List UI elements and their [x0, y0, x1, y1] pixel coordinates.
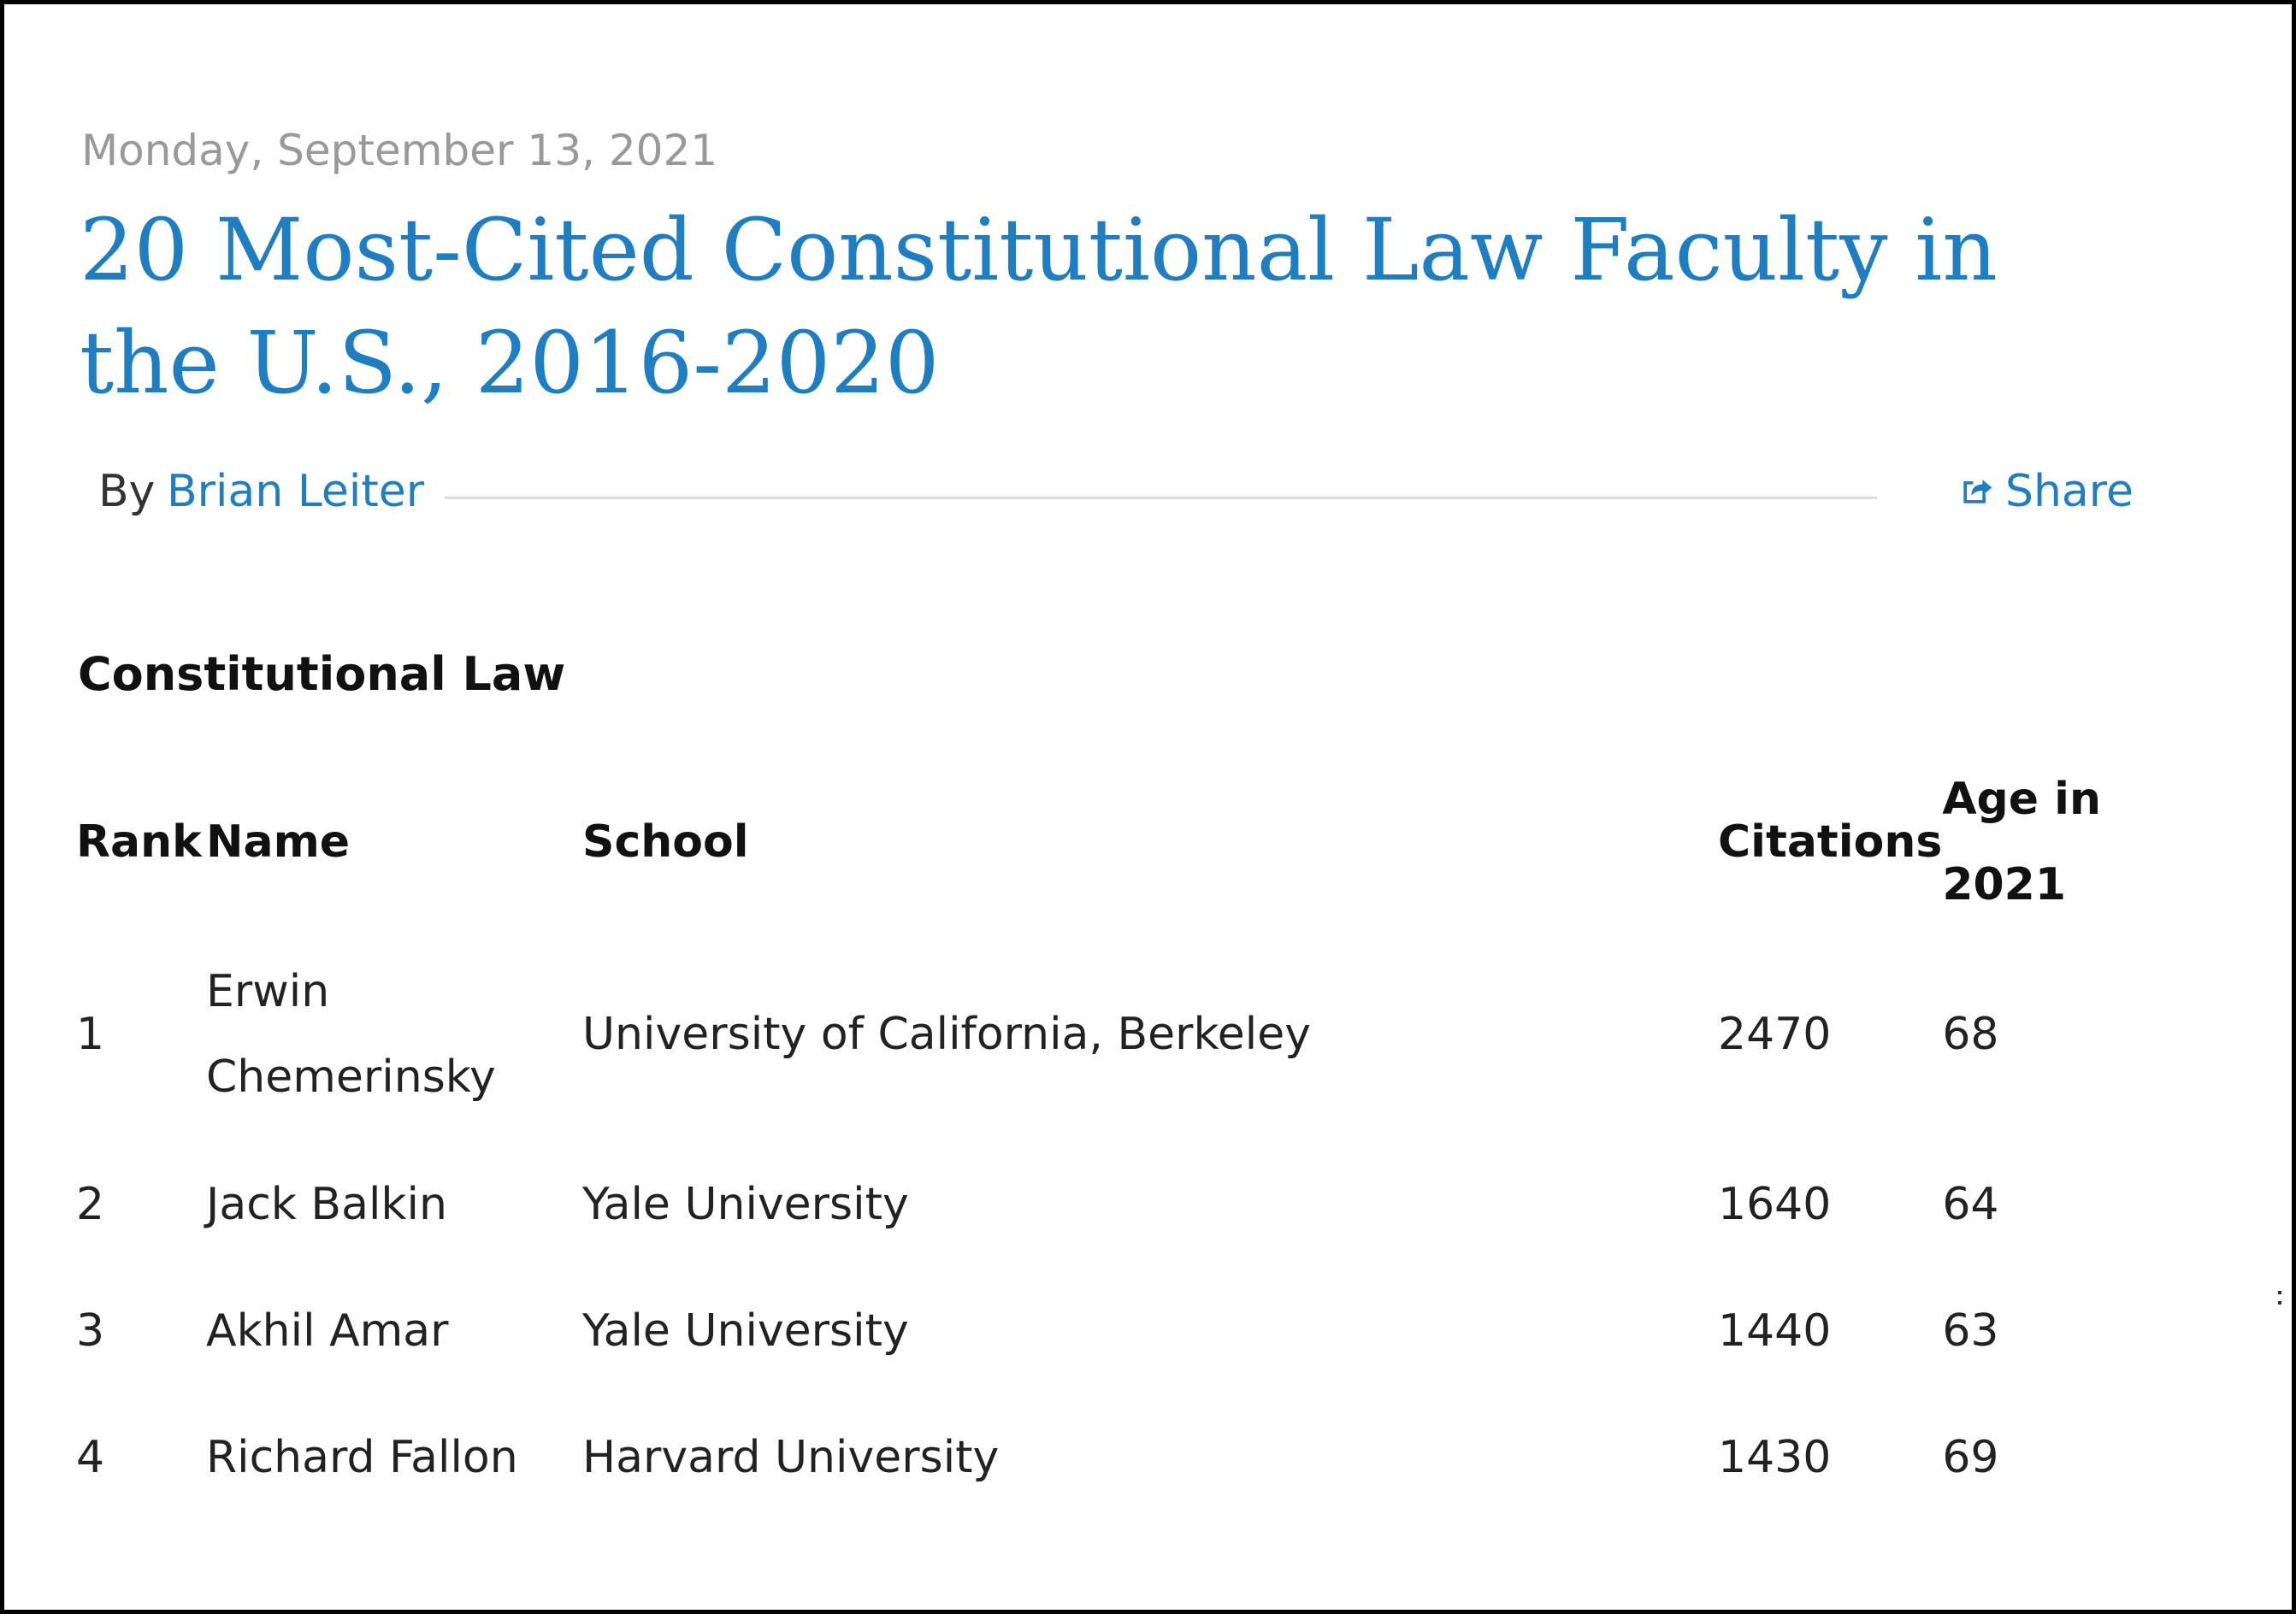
cell-citations: 1430	[1718, 1432, 1832, 1483]
byline-by-label: By	[98, 466, 156, 517]
cell-rank: 2	[76, 1179, 105, 1230]
cell-citations: 1640	[1718, 1179, 1832, 1230]
cell-age: 68	[1942, 1009, 1999, 1060]
table-header-row: Rank Name School Citations Age in 2021	[76, 757, 2164, 928]
share-icon	[1963, 480, 1992, 504]
cell-age: 64	[1942, 1179, 1999, 1230]
cell-school: Harvard University	[582, 1432, 1000, 1483]
citation-table: Rank Name School Citations Age in 2021 1…	[76, 757, 2164, 1521]
cell-name: Jack Balkin	[206, 1179, 447, 1230]
author-link[interactable]: Brian Leiter	[167, 466, 425, 517]
header-name: Name	[206, 816, 351, 868]
table-row: 1 Erwin Chemerinsky University of Califo…	[76, 928, 2164, 1141]
edge-mark-dot	[2278, 1291, 2281, 1294]
cell-name: Akhil Amar	[206, 1305, 449, 1357]
cell-citations: 2470	[1718, 1009, 1832, 1060]
cell-school: University of California, Berkeley	[582, 1009, 1311, 1060]
header-age-label: Age in 2021	[1942, 774, 2101, 910]
table-row: 4 Richard Fallon Harvard University 1430…	[76, 1394, 2164, 1521]
header-school: School	[582, 816, 749, 868]
cell-citations: 1440	[1718, 1305, 1832, 1357]
share-label: Share	[2004, 466, 2134, 517]
cell-name: Erwin Chemerinsky	[206, 928, 582, 1141]
table-row: 2 Jack Balkin Yale University 1640 64	[76, 1141, 2164, 1268]
section-heading: Constitutional Law	[78, 647, 566, 701]
cell-rank: 4	[76, 1432, 105, 1483]
cell-school: Yale University	[582, 1305, 909, 1357]
byline: By Brian Leiter Share	[98, 466, 2134, 526]
edge-marks	[2278, 1291, 2283, 1320]
header-age: Age in 2021	[1942, 757, 2164, 928]
byline-divider	[445, 497, 1877, 499]
header-rank: Rank	[76, 816, 202, 868]
cell-rank: 3	[76, 1305, 105, 1357]
cell-age: 69	[1942, 1432, 1999, 1483]
table-row: 3 Akhil Amar Yale University 1440 63	[76, 1268, 2164, 1394]
cell-age: 63	[1942, 1305, 1999, 1357]
edge-mark-dot	[2278, 1301, 2281, 1305]
header-citations: Citations	[1718, 816, 1943, 868]
post-date: Monday, September 13, 2021	[81, 126, 718, 175]
cell-rank: 1	[76, 1009, 105, 1060]
post-title[interactable]: 20 Most-Cited Constitutional Law Faculty…	[80, 200, 1998, 413]
share-button[interactable]: Share	[1957, 466, 2134, 517]
cell-school: Yale University	[582, 1179, 909, 1230]
cell-name: Richard Fallon	[206, 1432, 518, 1483]
cell-name-text: Erwin Chemerinsky	[206, 966, 496, 1103]
